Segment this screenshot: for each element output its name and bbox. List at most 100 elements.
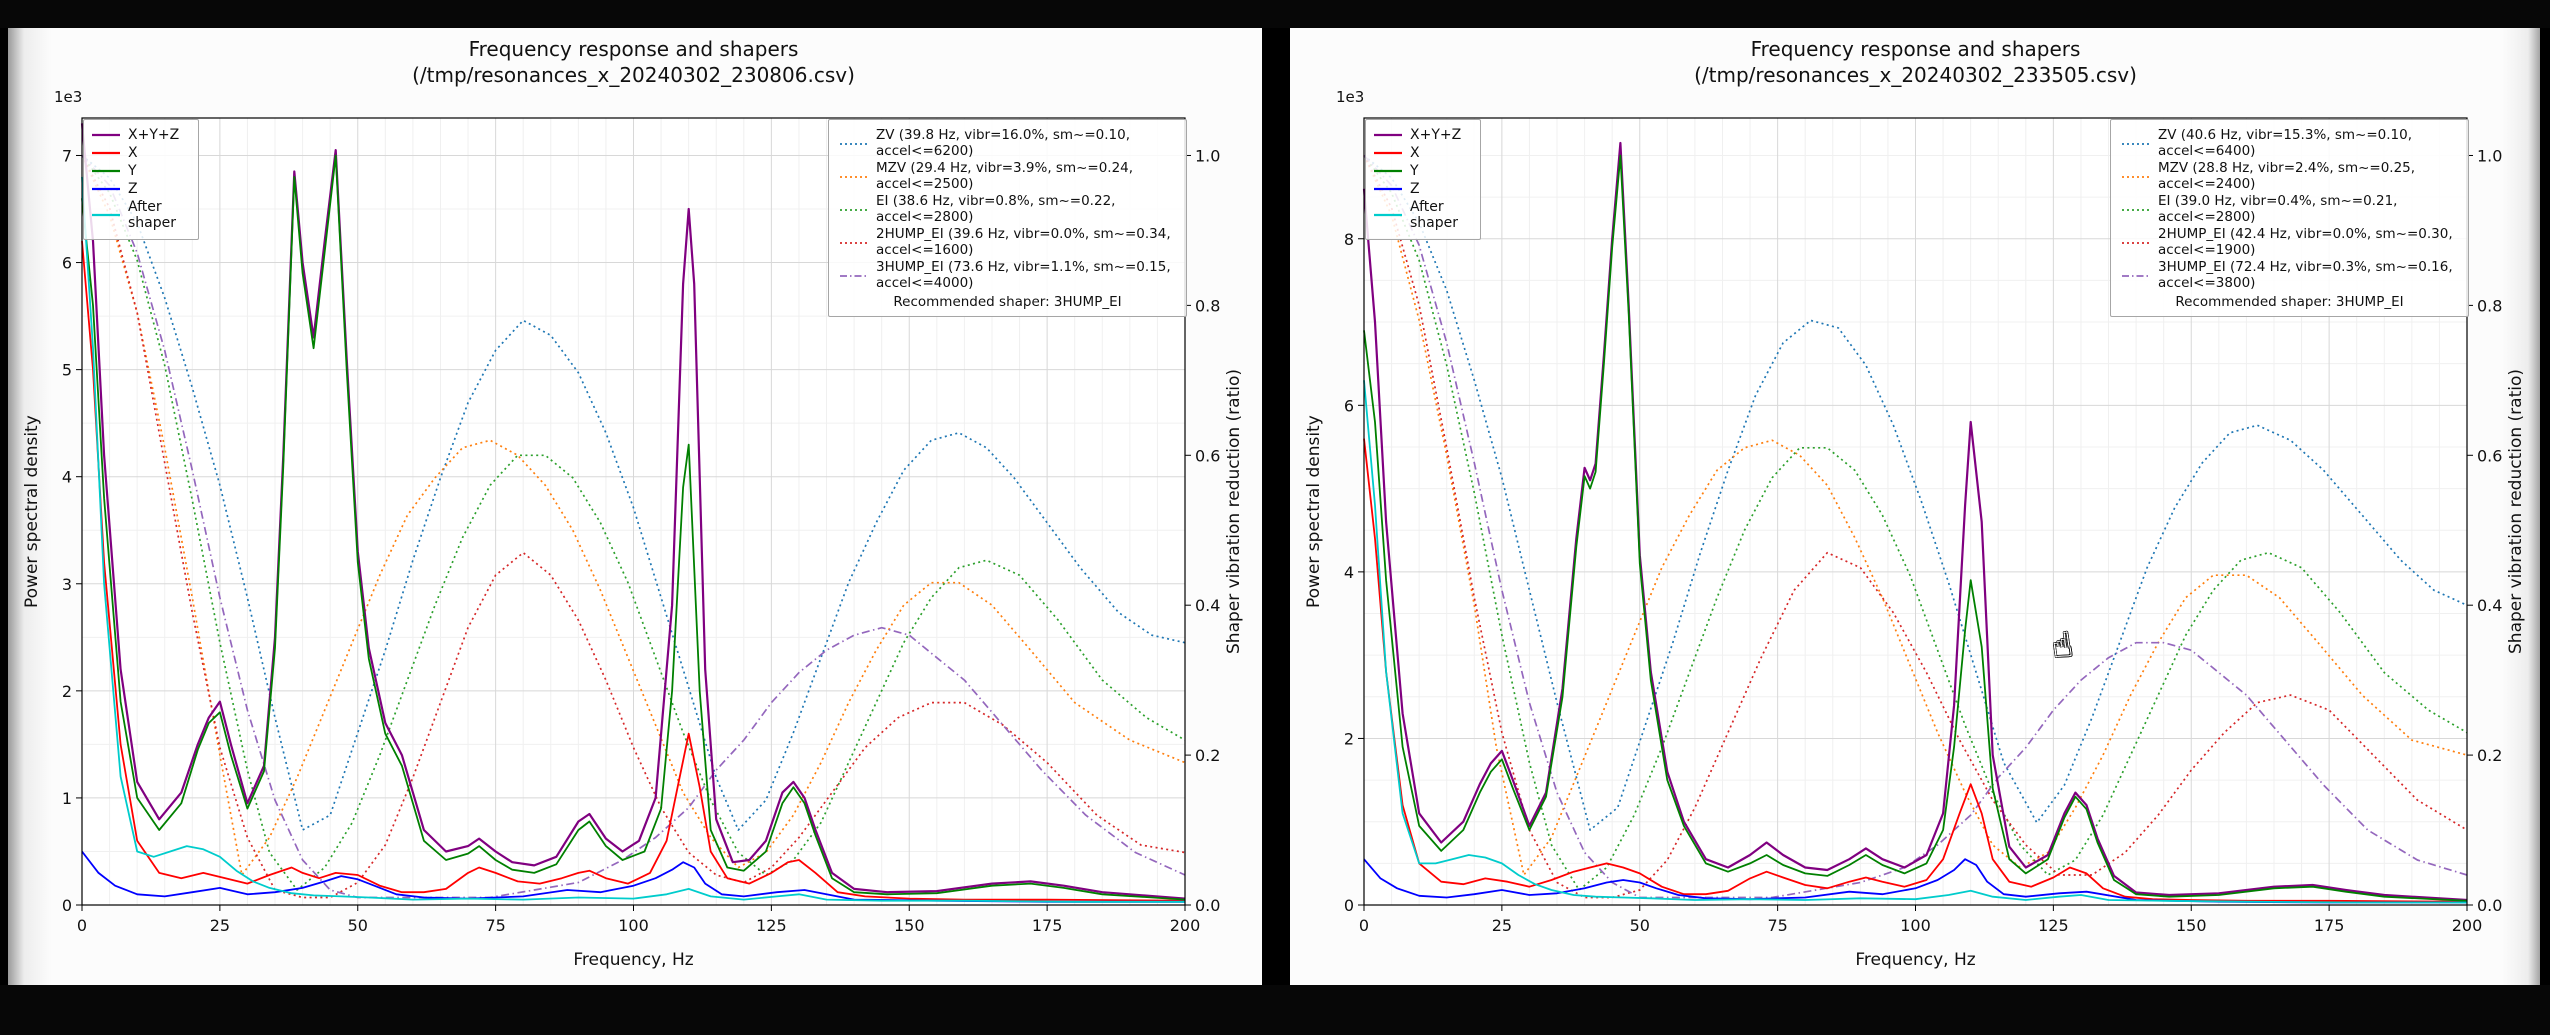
legend-label: EI (38.6 Hz, vibr=0.8%, sm~=0.22, accel<… [876,193,1116,225]
legend-label: 3HUMP_EI (72.4 Hz, vibr=0.3%, sm~=0.16, … [2158,259,2453,291]
legend-label: Z [1410,181,1420,198]
series-3hump-ei [1363,154,2468,899]
y-axis-label-right: Shaper vibration reduction (ratio) [1224,369,1244,654]
x-tick-label: 175 [2314,916,2345,935]
series-2hump-ei [81,155,1186,899]
legend-line-sample [1374,133,1402,137]
ratio-tick-label: 0.2 [1195,746,1220,765]
legend-row: MZV (28.8 Hz, vibr=2.4%, sm~=0.25, accel… [2121,160,2458,192]
legend-row: 3HUMP_EI (73.6 Hz, vibr=1.1%, sm~=0.15, … [839,259,1176,291]
x-tick-label: 0 [77,916,87,935]
legend-row: X+Y+Z [1373,127,1470,143]
legend-row: 2HUMP_EI (42.4 Hz, vibr=0.0%, sm~=0.30, … [2121,226,2458,258]
legend-row: X [91,145,188,161]
y-tick-label: 3 [62,575,72,594]
legend-row: 2HUMP_EI (39.6 Hz, vibr=0.0%, sm~=0.34, … [839,226,1176,258]
legend-row: After shaper [91,199,188,231]
series-ei [81,154,1186,891]
ratio-tick-label: 0.6 [1195,446,1220,465]
legend-row: ZV (39.8 Hz, vibr=16.0%, sm~=0.10, accel… [839,127,1176,159]
series-after-shaper [1363,380,2467,904]
legend-row: EI (38.6 Hz, vibr=0.8%, sm~=0.22, accel<… [839,193,1176,225]
legend-row: Z [1373,181,1470,197]
legend-line-sample [2122,142,2150,145]
y-axis-offset-label: 1e3 [1336,88,1365,106]
series-after-shaper [81,176,1185,903]
legend-label: Y [1410,163,1419,180]
y-tick-label: 0 [62,896,72,915]
x-tick-label: 75 [1767,916,1787,935]
series-y [81,154,1186,901]
legend-label: 2HUMP_EI (39.6 Hz, vibr=0.0%, sm~=0.34, … [876,226,1171,258]
legend-row: After shaper [1373,199,1470,231]
series-3hump-ei [81,154,1186,899]
x-tick-label: 100 [618,916,649,935]
x-tick-label: 25 [210,916,230,935]
ratio-tick-label: 0.2 [2477,746,2502,765]
legend-line-sample [92,152,120,155]
figure-window-left: 0 25 50 75 100 125 150 175 200 0 1 2 3 4 5 6 7 0.0 0.2 0.4 0… [8,28,1262,985]
chart-subtitle: (/tmp/resonances_x_20240302_233505.csv) [1694,63,2137,87]
legend-label: X [128,145,138,162]
x-axis-label: Frequency, Hz [1855,950,1976,970]
x-tick-label: 75 [485,916,505,935]
recommended-shaper-label: Recommended shaper: 3HUMP_EI [2175,294,2404,311]
x-tick-label: 50 [348,916,368,935]
ratio-tick-label: 1.0 [2477,146,2502,165]
legend-label: X+Y+Z [128,127,180,143]
x-tick-label: 200 [1170,916,1201,935]
ratio-tick-label: 1.0 [1195,146,1220,165]
legend-line-sample [840,241,868,244]
legend-label: EI (39.0 Hz, vibr=0.4%, sm~=0.21, accel<… [2158,193,2398,225]
bottom-black-bar [0,985,2550,1035]
legend-row: MZV (29.4 Hz, vibr=3.9%, sm~=0.24, accel… [839,160,1176,192]
legend-line-sample [840,175,868,178]
legend-label: Z [128,181,138,198]
x-tick-label: 0 [1359,916,1369,935]
series-ei [1363,154,2468,891]
y-tick-label: 1 [62,789,72,808]
x-tick-label: 125 [756,916,787,935]
legend-line-sample [840,274,868,277]
series-x [1363,438,2468,903]
legend-label: 3HUMP_EI (73.6 Hz, vibr=1.1%, sm~=0.15, … [876,259,1171,291]
series-mzv [81,155,1186,876]
x-tick-label: 100 [1900,916,1931,935]
y-tick-label: 0 [1344,896,1354,915]
psd-legend: X+Y+Z X Y Z After shaper [1365,119,1481,240]
series-x [81,241,1186,902]
ratio-tick-label: 0.4 [1195,596,1220,615]
legend-row: Z [91,181,188,197]
chart-title: Frequency response and shapers [1750,37,2081,61]
recommended-shaper-label: Recommended shaper: 3HUMP_EI [893,294,1122,311]
chart-title: Frequency response and shapers [468,37,799,61]
legend-label: MZV (28.8 Hz, vibr=2.4%, sm~=0.25, accel… [2158,160,2416,192]
y-tick-label: 5 [62,361,72,380]
y-tick-label: 6 [62,254,72,273]
series-2hump-ei [1363,155,2468,899]
series-z [81,850,1185,903]
series-y [1363,154,2468,902]
y-tick-label: 6 [1344,396,1354,415]
x-tick-label: 150 [894,916,925,935]
series-z [1363,858,2467,904]
legend-label: X [1410,145,1420,162]
chart-title-block: Frequency response and shapers (/tmp/res… [82,36,1185,88]
legend-line-sample [92,214,120,217]
legend-label: ZV (40.6 Hz, vibr=15.3%, sm~=0.10, accel… [2158,127,2413,159]
legend-row: Y [91,163,188,179]
ratio-tick-label: 0.6 [2477,446,2502,465]
legend-row: X+Y+Z [91,127,188,143]
legend-line-sample [1374,152,1402,155]
legend-label: MZV (29.4 Hz, vibr=3.9%, sm~=0.24, accel… [876,160,1134,192]
ratio-tick-label: 0.0 [2477,896,2502,915]
series-x-y-z [1362,141,2468,902]
legend-line-sample [1374,214,1402,217]
shaper-legend: ZV (40.6 Hz, vibr=15.3%, sm~=0.10, accel… [2110,119,2469,318]
y-tick-label: 8 [1344,230,1354,249]
legend-row: EI (39.0 Hz, vibr=0.4%, sm~=0.21, accel<… [2121,193,2458,225]
legend-line-sample [2122,274,2150,277]
y-axis-label-left: Power spectral density [22,415,42,608]
y-tick-label: 4 [62,468,72,487]
legend-label: After shaper [1410,199,1459,232]
